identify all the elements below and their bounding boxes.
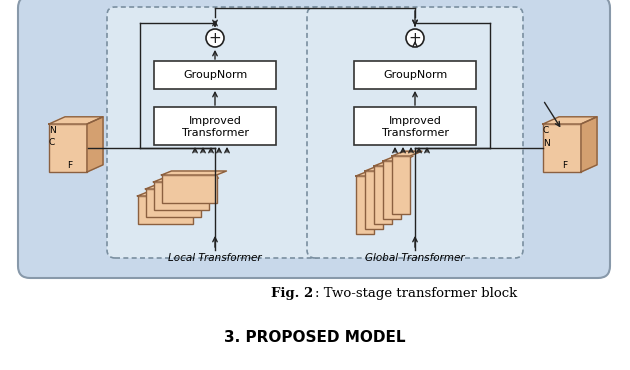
Text: C: C	[543, 125, 549, 135]
Text: Transformer: Transformer	[382, 128, 449, 138]
Text: 3. PROPOSED MODEL: 3. PROPOSED MODEL	[224, 330, 406, 346]
Text: F: F	[67, 161, 72, 169]
Bar	[49, 124, 87, 172]
Polygon shape	[392, 151, 422, 156]
Text: Fig. 2: Fig. 2	[271, 286, 313, 299]
Polygon shape	[374, 161, 404, 166]
Circle shape	[406, 29, 424, 47]
Polygon shape	[49, 117, 103, 124]
Polygon shape	[146, 185, 210, 189]
Bar	[161, 175, 217, 203]
Text: N: N	[542, 138, 549, 148]
Polygon shape	[87, 117, 103, 172]
Text: +: +	[409, 30, 421, 46]
Bar	[356, 176, 374, 234]
Text: GroupNorm: GroupNorm	[383, 70, 447, 80]
Bar	[392, 156, 410, 214]
Polygon shape	[356, 171, 386, 176]
Text: Transformer: Transformer	[181, 128, 248, 138]
FancyBboxPatch shape	[154, 61, 276, 89]
Polygon shape	[581, 117, 597, 172]
Text: Improved: Improved	[389, 116, 442, 126]
Bar	[154, 182, 209, 210]
Polygon shape	[161, 171, 227, 175]
Text: N: N	[49, 125, 55, 135]
Text: Local Transformer: Local Transformer	[168, 253, 262, 263]
FancyBboxPatch shape	[18, 0, 610, 278]
Text: : Two-stage transformer block: : Two-stage transformer block	[315, 286, 517, 299]
Polygon shape	[154, 178, 219, 182]
FancyBboxPatch shape	[107, 7, 323, 258]
FancyBboxPatch shape	[154, 107, 276, 145]
Bar	[137, 196, 193, 224]
Bar	[374, 166, 392, 224]
Polygon shape	[543, 117, 597, 124]
FancyBboxPatch shape	[307, 7, 523, 258]
Bar	[365, 171, 383, 229]
FancyBboxPatch shape	[354, 61, 476, 89]
FancyBboxPatch shape	[354, 107, 476, 145]
Bar	[543, 124, 581, 172]
Bar	[383, 161, 401, 219]
Text: F: F	[563, 161, 568, 169]
Polygon shape	[137, 192, 202, 196]
Polygon shape	[383, 156, 413, 161]
Circle shape	[206, 29, 224, 47]
Text: Global Transformer: Global Transformer	[365, 253, 465, 263]
Text: GroupNorm: GroupNorm	[183, 70, 247, 80]
Text: Improved: Improved	[188, 116, 241, 126]
Polygon shape	[365, 166, 395, 171]
Bar	[146, 189, 200, 217]
Text: C: C	[49, 138, 55, 147]
Text: +: +	[209, 30, 221, 46]
